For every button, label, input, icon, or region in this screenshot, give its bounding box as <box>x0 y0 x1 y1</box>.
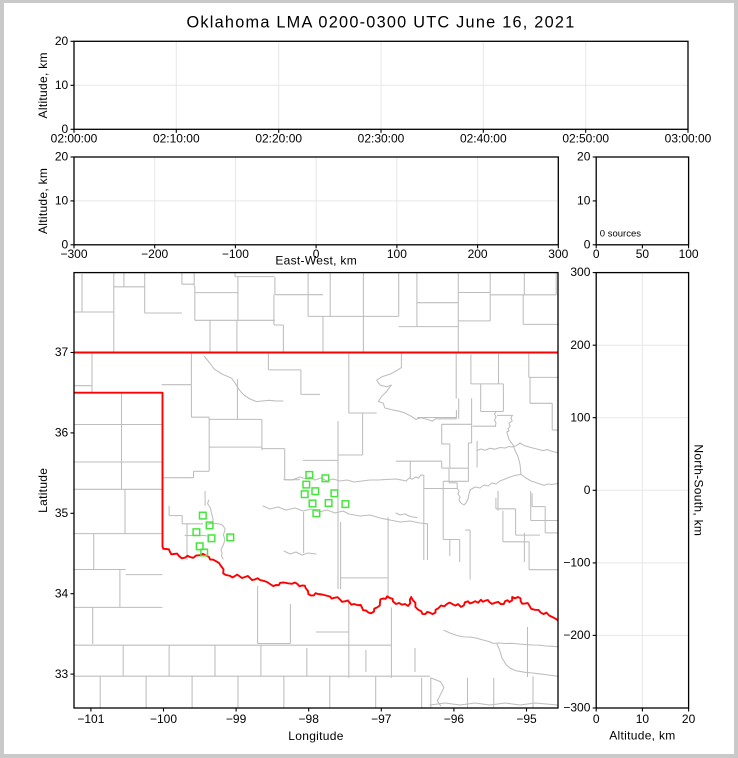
svg-text:100: 100 <box>570 410 590 424</box>
svg-text:−95: −95 <box>516 712 537 726</box>
svg-text:10: 10 <box>55 78 69 92</box>
svg-text:−300: −300 <box>60 247 87 261</box>
svg-text:−100: −100 <box>222 247 249 261</box>
svg-text:East-West, km: East-West, km <box>275 253 357 267</box>
svg-text:20: 20 <box>55 150 69 164</box>
svg-text:20: 20 <box>577 150 591 164</box>
svg-text:02:20:00: 02:20:00 <box>255 132 302 146</box>
svg-text:Oklahoma LMA 0200-0300 UTC Jun: Oklahoma LMA 0200-0300 UTC June 16, 2021 <box>186 14 575 32</box>
svg-text:−200: −200 <box>141 247 168 261</box>
svg-text:−100: −100 <box>150 712 177 726</box>
svg-text:0: 0 <box>584 238 591 252</box>
svg-text:0 sources: 0 sources <box>600 229 641 240</box>
svg-text:20: 20 <box>55 34 69 48</box>
svg-text:−200: −200 <box>563 628 590 642</box>
svg-text:−98: −98 <box>299 712 320 726</box>
svg-text:37: 37 <box>55 345 69 359</box>
svg-text:−99: −99 <box>226 712 247 726</box>
svg-text:100: 100 <box>679 247 699 261</box>
svg-text:02:30:00: 02:30:00 <box>358 132 405 146</box>
svg-text:36: 36 <box>55 426 69 440</box>
svg-text:200: 200 <box>570 338 590 352</box>
svg-text:300: 300 <box>570 265 590 279</box>
svg-text:−101: −101 <box>77 712 104 726</box>
svg-text:0: 0 <box>593 247 600 261</box>
svg-text:50: 50 <box>636 247 650 261</box>
svg-text:Altitude, km: Altitude, km <box>609 729 675 743</box>
svg-text:Latitude: Latitude <box>36 468 50 513</box>
svg-text:03:00:00: 03:00:00 <box>665 132 712 146</box>
svg-text:0: 0 <box>62 122 69 136</box>
svg-text:10: 10 <box>636 712 650 726</box>
svg-text:−96: −96 <box>444 712 465 726</box>
svg-text:−300: −300 <box>563 701 590 715</box>
svg-text:33: 33 <box>55 667 69 681</box>
svg-text:0: 0 <box>313 247 320 261</box>
svg-text:02:50:00: 02:50:00 <box>562 132 609 146</box>
svg-text:02:10:00: 02:10:00 <box>153 132 200 146</box>
svg-text:20: 20 <box>682 712 696 726</box>
svg-text:0: 0 <box>593 712 600 726</box>
svg-text:02:40:00: 02:40:00 <box>460 132 507 146</box>
svg-text:North-South, km: North-South, km <box>692 444 706 536</box>
svg-text:Altitude, km: Altitude, km <box>36 52 50 118</box>
svg-text:200: 200 <box>468 247 488 261</box>
svg-text:−100: −100 <box>563 556 590 570</box>
svg-text:02:00:00: 02:00:00 <box>51 132 98 146</box>
svg-text:10: 10 <box>55 194 69 208</box>
svg-text:100: 100 <box>387 247 407 261</box>
svg-text:10: 10 <box>577 194 591 208</box>
svg-text:300: 300 <box>548 247 568 261</box>
svg-text:0: 0 <box>62 238 69 252</box>
svg-text:35: 35 <box>55 506 69 520</box>
svg-text:Longitude: Longitude <box>288 729 343 743</box>
svg-text:34: 34 <box>55 586 69 600</box>
svg-text:Altitude, km: Altitude, km <box>36 168 50 234</box>
svg-text:0: 0 <box>584 483 591 497</box>
svg-text:−97: −97 <box>371 712 392 726</box>
